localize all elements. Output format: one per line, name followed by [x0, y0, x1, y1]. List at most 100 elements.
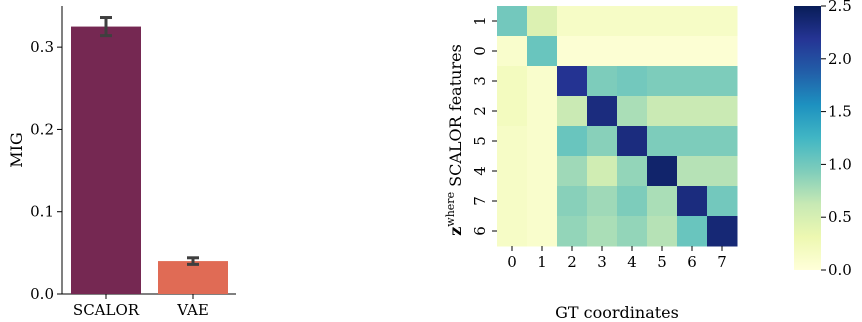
heatmap-cell [497, 156, 528, 187]
heatmap-y-tick-label: 4 [471, 166, 489, 176]
error-bar-scalor [100, 16, 112, 38]
colorbar-tick-label: 0.0 [828, 261, 852, 279]
heatmap-cell [707, 36, 738, 67]
heatmap-cell [647, 186, 678, 217]
heatmap-y-label-superscript: where [444, 192, 457, 227]
heatmap-x-tick-label: 7 [717, 253, 727, 271]
error-bar-vae [187, 256, 199, 266]
heatmap-y-tick-label: 3 [471, 76, 489, 86]
heatmap-cell [647, 216, 678, 247]
heatmap-cell [557, 96, 588, 127]
heatmap-cell [677, 186, 708, 217]
heatmap-cell [617, 186, 648, 217]
heatmap-cell [587, 96, 618, 127]
heatmap-cell [587, 186, 618, 217]
heatmap-cell [707, 126, 738, 157]
heatmap-cell [557, 36, 588, 67]
heatmap-cell [557, 6, 588, 37]
heatmap: 0 1 2 3 4 5 6 7 1 0 3 2 5 4 7 6 GT coordinates zwhere … [444, 6, 738, 322]
heatmap-y-tick-label: 7 [471, 196, 489, 206]
heatmap-cell [677, 96, 708, 127]
bar-x-tick-label: VAE [176, 301, 209, 319]
heatmap-cell [587, 6, 618, 37]
heatmap-y-tick-label: 6 [471, 226, 489, 236]
heatmap-cell [707, 216, 738, 247]
heatmap-y-tick-label: 2 [471, 106, 489, 116]
heatmap-cell [497, 186, 528, 217]
heatmap-cell [587, 216, 618, 247]
bar-y-axis-label: MIG [7, 132, 26, 167]
heatmap-x-tick-label: 6 [687, 253, 697, 271]
colorbar-tick-label: 2.0 [828, 50, 852, 68]
colorbar-tick-label: 1.5 [828, 103, 852, 121]
heatmap-y-tick-label: 5 [471, 136, 489, 146]
heatmap-cell [647, 6, 678, 37]
heatmap-cell [677, 36, 708, 67]
bar-y-tick-label: 0.2 [30, 120, 54, 138]
heatmap-cell [527, 66, 558, 97]
heatmap-x-tick-label: 3 [597, 253, 607, 271]
bar-y-tick-label: 0.0 [30, 285, 54, 303]
heatmap-cell [527, 186, 558, 217]
heatmap-cell [557, 186, 588, 217]
heatmap-cell [587, 36, 618, 67]
heatmap-cell [677, 156, 708, 187]
heatmap-cell [647, 96, 678, 127]
heatmap-cell [617, 6, 648, 37]
heatmap-cell [497, 126, 528, 157]
heatmap-cell [647, 66, 678, 97]
heatmap-cell [647, 156, 678, 187]
heatmap-cell [617, 36, 648, 67]
heatmap-cell [707, 96, 738, 127]
heatmap-cell [527, 216, 558, 247]
bar-y-tick-label: 0.1 [30, 203, 54, 221]
heatmap-x-tick-label: 4 [627, 253, 637, 271]
heatmap-cell [587, 156, 618, 187]
heatmap-cell [497, 6, 528, 37]
heatmap-cell [527, 36, 558, 67]
heatmap-cell [617, 156, 648, 187]
heatmap-cell [677, 126, 708, 157]
heatmap-cell [617, 126, 648, 157]
colorbar-tick-label: 1.0 [828, 155, 852, 173]
heatmap-cell [617, 66, 648, 97]
bar-x-tick-label: SCALOR [73, 301, 140, 319]
heatmap-x-tick-label: 0 [507, 253, 517, 271]
heatmap-cell [527, 6, 558, 37]
heatmap-cell [557, 216, 588, 247]
heatmap-cell [707, 156, 738, 187]
heatmap-cell [647, 126, 678, 157]
heatmap-cell [557, 156, 588, 187]
heatmap-y-tick-label: 0 [471, 46, 489, 56]
bar-scalor [71, 26, 141, 294]
heatmap-y-tick-label: 1 [471, 16, 489, 26]
heatmap-y-label-symbol: z [446, 227, 465, 236]
heatmap-cell [707, 6, 738, 37]
heatmap-y-label-text: SCALOR features [446, 44, 465, 192]
heatmap-cell [677, 6, 708, 37]
heatmap-x-tick-label: 5 [657, 253, 667, 271]
heatmap-cell [527, 156, 558, 187]
heatmap-cell [617, 96, 648, 127]
bar-chart: 0.0 0.1 0.2 0.3 SCALOR VAE MIG [7, 6, 236, 319]
heatmap-cell [497, 36, 528, 67]
heatmap-cell [527, 126, 558, 157]
heatmap-cell [527, 96, 558, 127]
heatmap-cell [677, 216, 708, 247]
heatmap-cell [707, 186, 738, 217]
colorbar-tick-label: 0.5 [828, 208, 852, 226]
heatmap-cell [497, 216, 528, 247]
colorbar-tick-label: 2.5 [828, 0, 852, 15]
heatmap-cell [707, 66, 738, 97]
heatmap-cell [677, 66, 708, 97]
heatmap-x-tick-label: 1 [537, 253, 547, 271]
heatmap-cell [497, 96, 528, 127]
colorbar-gradient [794, 6, 821, 270]
heatmap-cell [647, 36, 678, 67]
heatmap-cell [587, 126, 618, 157]
colorbar: 0.0 0.5 1.0 1.5 2.0 2.5 [794, 0, 852, 279]
heatmap-y-axis-label: zwhere SCALOR features [444, 44, 465, 236]
heatmap-cell [497, 66, 528, 97]
bar-vae [158, 261, 228, 294]
